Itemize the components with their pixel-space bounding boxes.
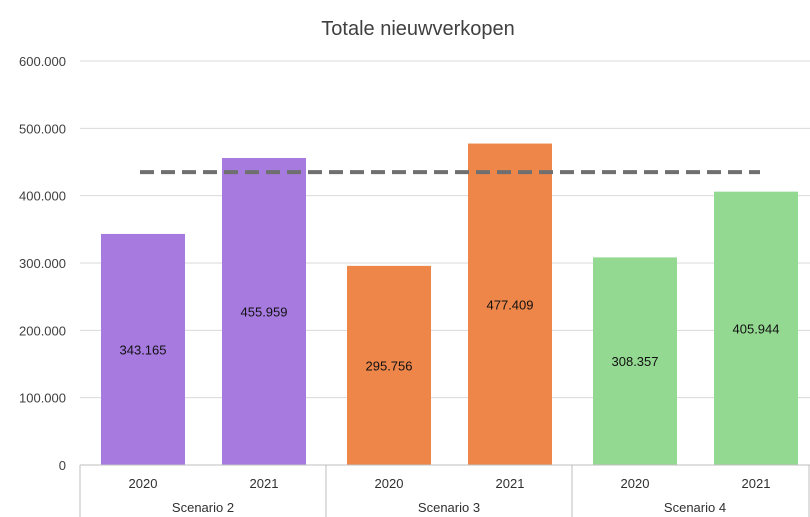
bar — [222, 157, 306, 465]
data-label: 343.165 — [120, 342, 167, 357]
x-tick-label: 2021 — [496, 476, 525, 491]
bar — [714, 191, 798, 465]
bar — [101, 233, 185, 465]
x-tick-label: 2021 — [250, 476, 279, 491]
y-tick-label: 500.000 — [19, 121, 66, 136]
y-tick-label: 200.000 — [19, 323, 66, 338]
data-label: 308.357 — [612, 354, 659, 369]
bar — [593, 257, 677, 465]
y-tick-label: 400.000 — [19, 189, 66, 204]
y-tick-label: 100.000 — [19, 391, 66, 406]
data-label: 455.959 — [241, 304, 288, 319]
group-label: Scenario 3 — [418, 500, 480, 515]
gridlines — [80, 60, 810, 399]
group-label: Scenario 2 — [172, 500, 234, 515]
bar — [347, 265, 431, 465]
y-tick-label: 600.000 — [19, 54, 66, 69]
labels: 0 100.000 200.000 300.000 400.000 500.000 600.… — [19, 54, 780, 515]
y-tick-label: 300.000 — [19, 256, 66, 271]
data-label: 405.944 — [733, 321, 780, 336]
x-tick-label: 2020 — [129, 476, 158, 491]
chart-title: Totale nieuwverkopen — [321, 18, 514, 40]
x-tick-label: 2020 — [621, 476, 650, 491]
data-label: 295.756 — [366, 358, 413, 373]
x-tick-label: 2021 — [742, 476, 771, 491]
group-label: Scenario 4 — [664, 500, 726, 515]
y-tick-label: 0 — [59, 458, 66, 473]
axes — [79, 464, 810, 517]
x-tick-label: 2020 — [375, 476, 404, 491]
bars — [101, 143, 798, 465]
bar — [468, 143, 552, 465]
data-label: 477.409 — [487, 297, 534, 312]
